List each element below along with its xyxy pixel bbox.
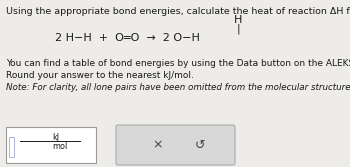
Text: H: H: [234, 15, 242, 25]
Text: Using the appropriate bond energies, calculate the heat of reaction ΔH for the f: Using the appropriate bond energies, cal…: [6, 7, 350, 16]
Text: |: |: [236, 24, 240, 34]
FancyBboxPatch shape: [9, 137, 14, 157]
FancyBboxPatch shape: [116, 125, 235, 165]
Text: mol: mol: [52, 142, 67, 151]
Text: kJ: kJ: [52, 133, 59, 142]
Text: You can find a table of bond energies by using the Data button on the ALEKS tool: You can find a table of bond energies by…: [6, 59, 350, 68]
Text: Round your answer to the nearest kJ/mol.: Round your answer to the nearest kJ/mol.: [6, 71, 194, 80]
Text: ×: ×: [153, 138, 163, 151]
FancyBboxPatch shape: [6, 127, 96, 163]
Text: ↺: ↺: [195, 138, 205, 151]
Text: Note: For clarity, all lone pairs have been omitted from the molecular structure: Note: For clarity, all lone pairs have b…: [6, 83, 350, 92]
Text: 2 H−H  +  O═O  →  2 O−H: 2 H−H + O═O → 2 O−H: [55, 33, 200, 43]
